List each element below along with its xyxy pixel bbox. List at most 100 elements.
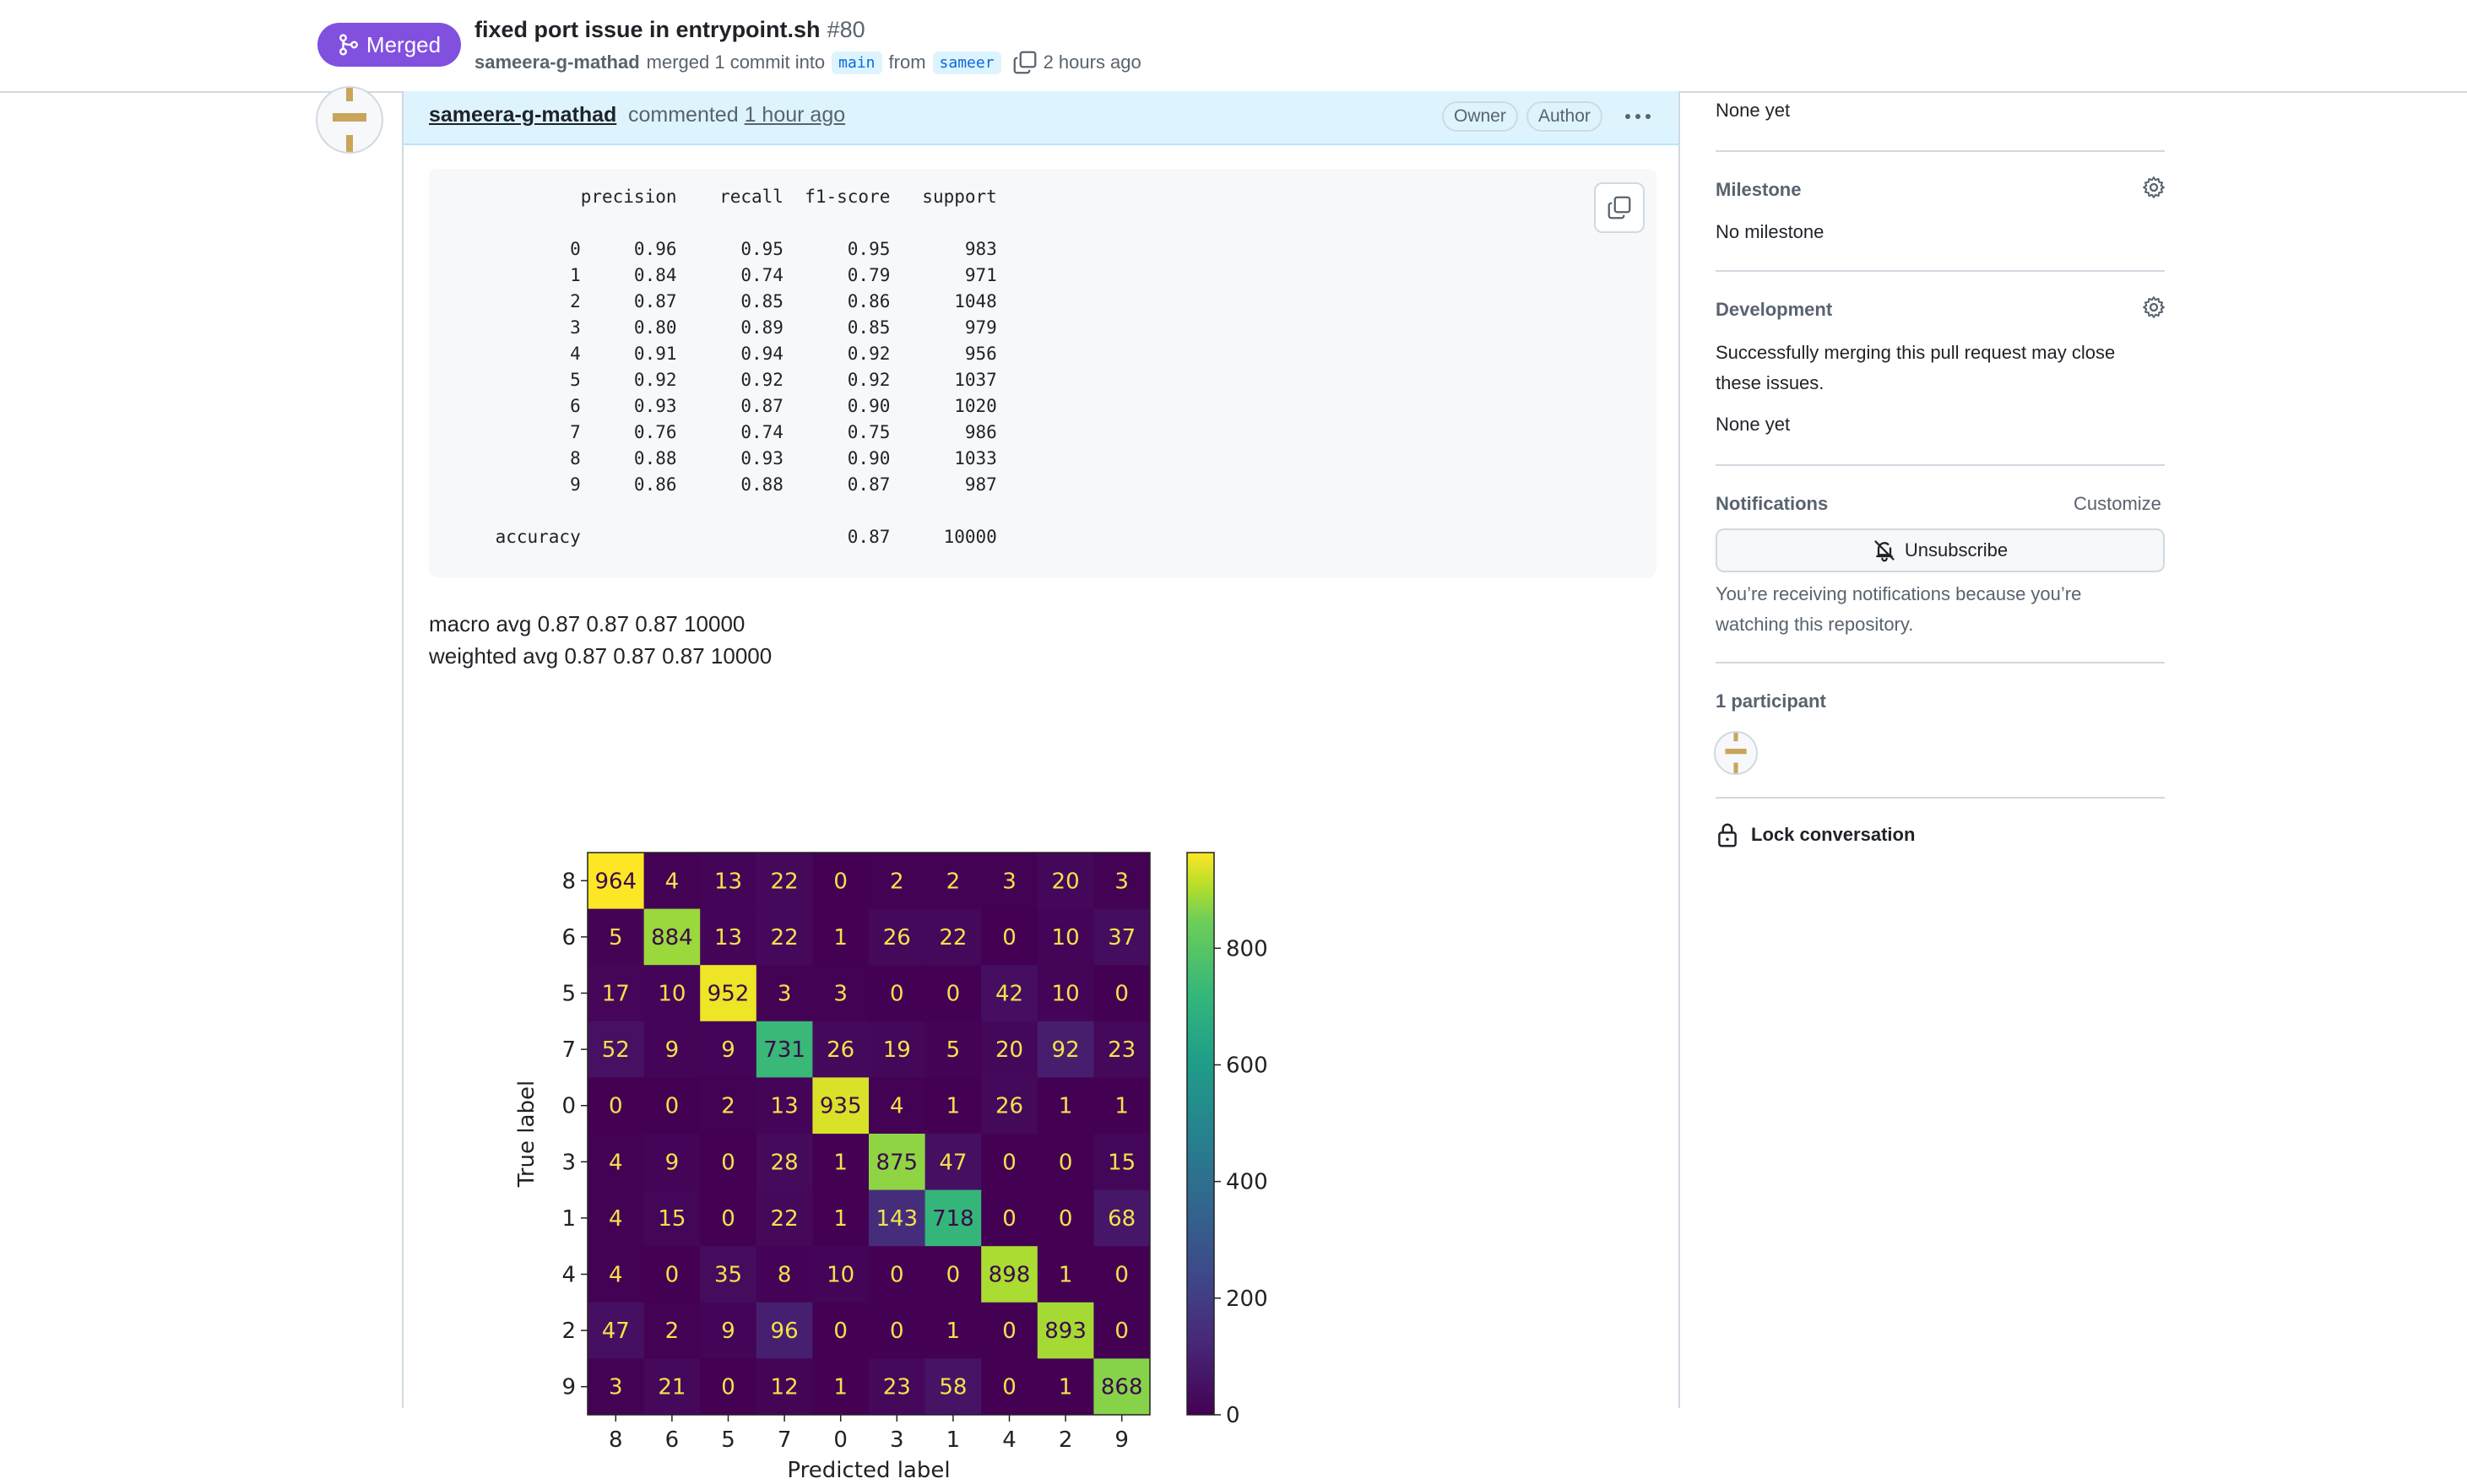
lock-conversation-label: Lock conversation xyxy=(1751,824,1916,845)
cell-value-label: 92 xyxy=(1052,1037,1080,1063)
heatmap-cell xyxy=(924,1246,982,1303)
gear-icon[interactable] xyxy=(2141,175,2166,200)
cell-value-label: 9 xyxy=(721,1037,735,1063)
heatmap-cell xyxy=(869,908,926,966)
kebab-horizontal-icon[interactable] xyxy=(1623,106,1653,127)
cell-value-label: 5 xyxy=(946,1037,961,1063)
cell-value-label: 47 xyxy=(602,1319,630,1344)
x-tick-label: 2 xyxy=(1059,1427,1073,1453)
cell-value-label: 0 xyxy=(1059,1206,1073,1232)
avatar[interactable] xyxy=(316,86,383,154)
unsubscribe-button[interactable]: Unsubscribe xyxy=(1716,528,2165,572)
cell-value-label: 21 xyxy=(658,1375,686,1400)
gear-icon[interactable] xyxy=(2141,295,2166,320)
sidebar-divider xyxy=(1716,797,2165,799)
cell-value-label: 1 xyxy=(833,1206,848,1232)
sidebar-divider xyxy=(1716,270,2165,272)
merged-status-label: Merged xyxy=(366,31,442,57)
x-axis-label: Predicted label xyxy=(787,1458,950,1483)
classification-report: precision recall f1-score support 0 0.96… xyxy=(495,187,997,547)
cell-value-label: 22 xyxy=(939,925,967,951)
heatmap-cell xyxy=(1093,1246,1151,1303)
cell-value-label: 3 xyxy=(1002,869,1017,894)
x-tick-label: 7 xyxy=(778,1427,792,1453)
cell-value-label: 0 xyxy=(1059,1150,1073,1175)
x-tick-label: 8 xyxy=(609,1427,623,1453)
pr-title[interactable]: fixed port issue in entrypoint.sh #80 xyxy=(474,17,865,43)
heatmap-cell xyxy=(1037,1302,1094,1359)
heatmap-cell xyxy=(981,1302,1038,1359)
participant-avatar[interactable] xyxy=(1714,731,1758,775)
comment-author-link[interactable]: sameera-g-mathad xyxy=(429,103,617,127)
development-heading[interactable]: Development xyxy=(1716,299,1833,320)
cell-value-label: 0 xyxy=(1002,1319,1017,1344)
heatmap-cell xyxy=(588,853,645,910)
heatmap-cell xyxy=(700,965,757,1022)
heatmap-cell xyxy=(1093,853,1151,910)
notifications-heading: Notifications xyxy=(1716,493,1829,514)
cell-value-label: 13 xyxy=(771,1094,799,1119)
heatmap-cell xyxy=(756,1134,813,1191)
heatmap-cell xyxy=(812,1302,870,1359)
sidebar-divider xyxy=(1716,464,2165,466)
cell-value-label: 9 xyxy=(721,1319,735,1344)
heatmap-cell xyxy=(869,1246,926,1303)
heatmap-cell xyxy=(812,1021,870,1078)
cell-value-label: 3 xyxy=(778,982,792,1007)
owner-badge: Owner xyxy=(1442,101,1518,132)
heatmap-cell xyxy=(643,1134,701,1191)
heatmap-cell xyxy=(981,1246,1038,1303)
cell-value-label: 935 xyxy=(820,1094,862,1119)
cell-value-label: 20 xyxy=(995,1037,1023,1063)
cell-value-label: 731 xyxy=(763,1037,805,1063)
heatmap-cell xyxy=(924,1077,982,1135)
heatmap-cell xyxy=(924,1189,982,1247)
cell-value-label: 15 xyxy=(658,1206,686,1232)
base-branch[interactable]: main xyxy=(832,51,882,74)
heatmap-cell xyxy=(588,1021,645,1078)
colorbar xyxy=(1186,852,1215,1416)
colorbar-tick-label: 200 xyxy=(1226,1286,1268,1312)
y-tick-label: 5 xyxy=(561,982,576,1007)
heatmap-cell xyxy=(643,908,701,966)
merger-link[interactable]: sameera-g-mathad xyxy=(474,51,640,73)
x-tick-label: 5 xyxy=(721,1427,735,1453)
merge-text: merged 1 commit into xyxy=(646,51,826,73)
milestone-heading[interactable]: Milestone xyxy=(1716,179,1802,200)
cell-value-label: 2 xyxy=(665,1319,680,1344)
comment-timestamp-link[interactable]: 1 hour ago xyxy=(744,103,846,127)
heatmap-cell xyxy=(869,1077,926,1135)
heatmap-cell xyxy=(1093,1302,1151,1359)
comment-box: sameera-g-mathad commented 1 hour ago Ow… xyxy=(402,91,1680,1483)
heatmap-cell xyxy=(869,1358,926,1416)
cell-value-label: 0 xyxy=(721,1150,735,1175)
cell-value-label: 15 xyxy=(1108,1150,1136,1175)
code-block: precision recall f1-score support 0 0.96… xyxy=(429,169,1656,577)
cell-value-label: 1 xyxy=(833,925,848,951)
pr-merge-summary: sameera-g-mathad merged 1 commit into ma… xyxy=(474,51,1141,74)
cell-value-label: 1 xyxy=(833,1150,848,1175)
cell-value-label: 0 xyxy=(833,1319,848,1344)
cell-value-label: 22 xyxy=(771,869,799,894)
copy-code-button[interactable] xyxy=(1594,182,1645,233)
heatmap-cell xyxy=(869,1134,926,1191)
heatmap-cell xyxy=(981,908,1038,966)
head-branch[interactable]: sameer xyxy=(932,51,1001,74)
heatmap-cell xyxy=(812,853,870,910)
x-tick-label: 1 xyxy=(946,1427,961,1453)
heatmap-cell xyxy=(756,1358,813,1416)
lock-conversation-button[interactable]: Lock conversation xyxy=(1716,822,1915,848)
copy-icon[interactable] xyxy=(1013,51,1037,74)
cell-value-label: 898 xyxy=(989,1263,1031,1288)
heatmap-cell xyxy=(643,1358,701,1416)
cell-value-label: 0 xyxy=(1002,1150,1017,1175)
heatmap-cell xyxy=(1037,1189,1094,1247)
customize-notifications-link[interactable]: Customize xyxy=(2074,493,2161,514)
cell-value-label: 4 xyxy=(609,1263,623,1288)
x-tick-label: 6 xyxy=(665,1427,680,1453)
pr-sticky-header: Merged fixed port issue in entrypoint.sh… xyxy=(0,0,2467,93)
heatmap-cell xyxy=(1037,908,1094,966)
heatmap-cell xyxy=(924,853,982,910)
colorbar-tick-label: 800 xyxy=(1226,936,1268,961)
cell-value-label: 0 xyxy=(890,982,904,1007)
